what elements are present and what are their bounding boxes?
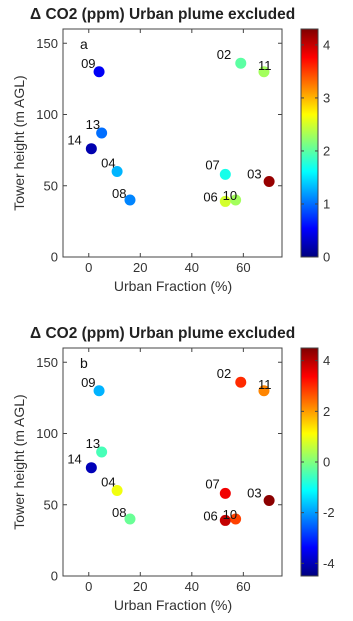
- colorbar-tick-label: 1: [323, 196, 330, 211]
- y-tick-label: 0: [51, 569, 58, 584]
- x-tick-label: 0: [85, 579, 92, 594]
- data-point-13: [96, 446, 108, 458]
- x-tick-label: 40: [185, 579, 199, 594]
- point-label-13: 13: [86, 117, 100, 132]
- point-label-07: 07: [205, 157, 219, 172]
- colorbar-tick-label: 0: [323, 250, 330, 265]
- x-tick-label: 20: [133, 579, 147, 594]
- data-point-08: [124, 513, 136, 525]
- point-label-03: 03: [247, 166, 261, 181]
- y-tick-label: 0: [51, 250, 58, 265]
- data-point-02: [235, 57, 247, 69]
- x-tick-label: 60: [236, 579, 250, 594]
- point-label-14: 14: [67, 133, 81, 148]
- colorbar-tick-label: -2: [323, 505, 335, 520]
- point-label-06: 06: [203, 189, 217, 204]
- y-tick-label: 150: [36, 355, 58, 370]
- colorbar-tick-label: -4: [323, 556, 335, 571]
- data-point-14: [85, 143, 97, 155]
- data-point-11: [258, 385, 270, 397]
- point-label-07: 07: [205, 476, 219, 491]
- colorbar-tick-label: 2: [323, 143, 330, 158]
- x-tick-label: 20: [133, 260, 147, 275]
- y-axis-label: Tower height (m AGL): [11, 394, 27, 529]
- x-tick-label: 0: [85, 260, 92, 275]
- data-point-04: [111, 485, 123, 496]
- data-point-07: [219, 168, 231, 180]
- point-label-08: 08: [112, 505, 126, 520]
- data-point-07: [219, 487, 231, 499]
- x-axis: 0 20 40 60: [85, 348, 251, 594]
- point-label-04: 04: [101, 156, 115, 171]
- y-tick-label: 50: [44, 497, 58, 512]
- y-tick-label: 100: [36, 426, 58, 441]
- data-point-02: [235, 376, 247, 388]
- point-label-13: 13: [86, 436, 100, 451]
- x-axis-label: Urban Fraction (%): [114, 597, 232, 613]
- y-tick-label: 100: [36, 107, 58, 122]
- panel-letter: b: [80, 355, 88, 371]
- point-label-10: 10: [223, 188, 237, 203]
- colorbar: [300, 28, 319, 258]
- data-point-13: [96, 127, 108, 139]
- data-point-10: [230, 194, 242, 206]
- point-label-08: 08: [112, 186, 126, 201]
- panel-letter: a: [80, 36, 88, 52]
- data-point-09: [93, 66, 105, 78]
- point-label-03: 03: [247, 485, 261, 500]
- scatter-points: 09 02 11 13 14 04 08 07 03 06 10: [67, 366, 275, 526]
- colorbar-ticks: -4 -2 0 2 4: [301, 353, 335, 571]
- point-label-11: 11: [258, 58, 272, 73]
- point-label-09: 09: [81, 375, 95, 390]
- colorbar-tick-label: 3: [323, 90, 330, 105]
- data-point-10: [230, 513, 242, 525]
- chart-title: Δ CO2 (ppm) Urban plume excluded: [30, 325, 295, 342]
- plot-frame: [62, 28, 283, 258]
- colorbar-tick-label: 2: [323, 404, 330, 419]
- data-point-06: [219, 514, 231, 526]
- point-label-02: 02: [217, 47, 231, 62]
- point-label-09: 09: [81, 56, 95, 71]
- colorbar-tick-label: 4: [323, 353, 330, 368]
- point-label-06: 06: [203, 508, 217, 523]
- y-axis: 0 50 100 150: [36, 355, 282, 584]
- data-point-14: [85, 462, 97, 474]
- data-point-11: [258, 66, 270, 78]
- y-tick-label: 50: [44, 178, 58, 193]
- chart-title: Δ CO2 (ppm) Urban plume excluded: [30, 6, 295, 23]
- x-axis: 0 20 40 60: [85, 29, 251, 275]
- point-label-11: 11: [258, 377, 272, 392]
- panel-a: Δ CO2 (ppm) Urban plume excluded a 0 20 40…: [11, 6, 330, 294]
- data-point-09: [93, 385, 105, 397]
- data-point-06: [219, 195, 231, 207]
- data-point-04: [111, 166, 123, 177]
- point-label-02: 02: [217, 366, 231, 381]
- colorbar-ticks: 0 1 2 3 4: [301, 37, 330, 265]
- data-point-03: [263, 494, 275, 506]
- y-tick-label: 150: [36, 36, 58, 51]
- point-label-14: 14: [67, 452, 81, 467]
- data-point-08: [124, 194, 136, 206]
- x-axis-label: Urban Fraction (%): [114, 278, 232, 294]
- colorbar-tick-label: 0: [323, 455, 330, 470]
- y-axis-label: Tower height (m AGL): [11, 75, 27, 210]
- scatter-points: 09 02 11 13 14 04 08 07 03 06 10: [67, 47, 275, 207]
- plot-frame: [62, 347, 283, 577]
- point-label-04: 04: [101, 475, 115, 490]
- point-label-10: 10: [223, 507, 237, 522]
- y-axis: 0 50 100 150: [36, 36, 282, 265]
- x-tick-label: 40: [185, 260, 199, 275]
- data-point-03: [263, 175, 275, 187]
- panel-b: Δ CO2 (ppm) Urban plume excluded b 0 20 40…: [11, 325, 335, 613]
- x-tick-label: 60: [236, 260, 250, 275]
- colorbar-tick-label: 4: [323, 37, 330, 52]
